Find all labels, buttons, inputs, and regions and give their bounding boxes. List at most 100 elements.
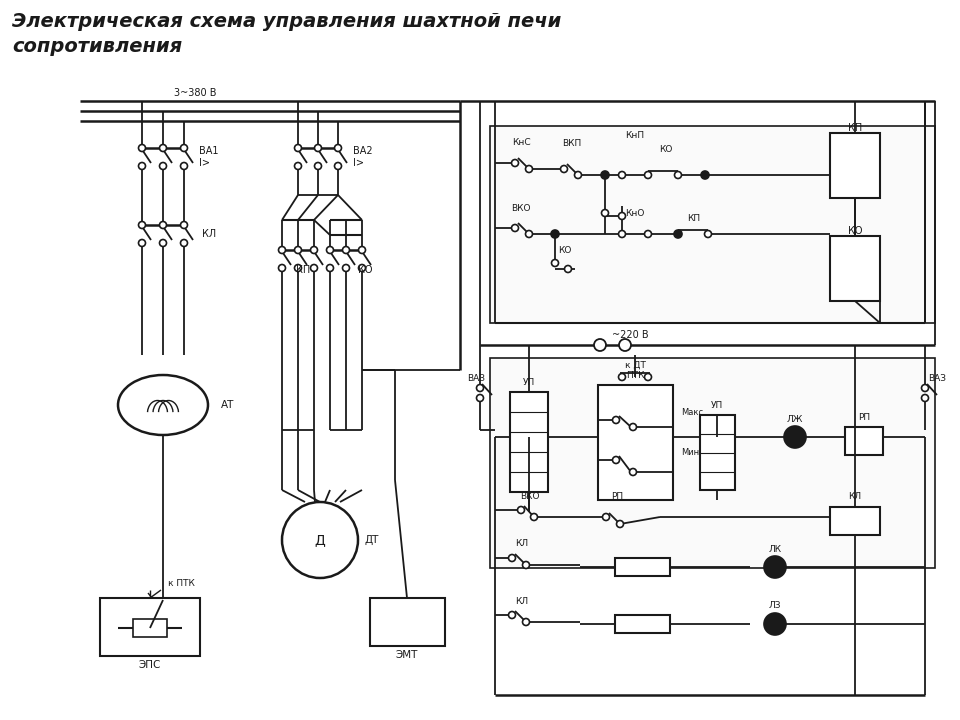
Circle shape	[180, 145, 187, 151]
Circle shape	[618, 171, 626, 179]
Text: КЛ: КЛ	[516, 539, 529, 549]
Text: УП: УП	[523, 377, 535, 387]
Text: Мин: Мин	[681, 448, 699, 456]
Circle shape	[282, 502, 358, 578]
Bar	[510, 392, 548, 492]
Circle shape	[334, 163, 342, 169]
Text: ДТ: ДТ	[364, 535, 378, 545]
Text: КЛ: КЛ	[516, 596, 529, 606]
Circle shape	[551, 259, 559, 266]
Text: КнО: КнО	[625, 209, 645, 217]
Text: КнС: КнС	[512, 138, 530, 146]
Text: ВАЗ: ВАЗ	[467, 374, 485, 382]
Circle shape	[295, 145, 301, 151]
Circle shape	[531, 513, 538, 521]
Text: Электрическая схема управления шахтной печи
сопротивления: Электрическая схема управления шахтной п…	[12, 12, 562, 56]
Circle shape	[705, 230, 711, 238]
Text: РП: РП	[611, 492, 623, 500]
Circle shape	[509, 554, 516, 562]
Text: Макс: Макс	[681, 408, 703, 416]
Bar	[845, 427, 883, 455]
Text: ВКО: ВКО	[520, 492, 540, 500]
Text: ПТК: ПТК	[626, 371, 644, 379]
Text: УП: УП	[710, 400, 723, 410]
Circle shape	[295, 163, 301, 169]
Circle shape	[522, 562, 530, 569]
Bar	[100, 598, 200, 656]
Text: ВКО: ВКО	[512, 204, 531, 212]
Circle shape	[180, 240, 187, 246]
Circle shape	[159, 163, 166, 169]
Text: КЛ: КЛ	[202, 229, 216, 239]
Circle shape	[616, 521, 623, 528]
Circle shape	[310, 264, 318, 271]
Circle shape	[326, 264, 333, 271]
Circle shape	[517, 506, 524, 513]
Circle shape	[644, 230, 652, 238]
Circle shape	[525, 230, 533, 238]
Circle shape	[630, 469, 636, 475]
Bar	[490, 126, 935, 323]
Text: КО: КО	[559, 246, 572, 254]
Circle shape	[525, 166, 533, 173]
Circle shape	[564, 266, 571, 272]
Circle shape	[618, 212, 626, 220]
Circle shape	[764, 556, 786, 578]
Text: ЛК: ЛК	[768, 544, 781, 554]
Text: ЭМТ: ЭМТ	[396, 650, 419, 660]
Circle shape	[922, 395, 928, 402]
Circle shape	[315, 163, 322, 169]
Text: ЭПС: ЭПС	[139, 660, 161, 670]
Bar	[830, 507, 880, 535]
Text: ЛЖ: ЛЖ	[787, 415, 804, 423]
Text: КЛ: КЛ	[849, 492, 861, 500]
Circle shape	[509, 611, 516, 618]
Bar	[830, 133, 880, 198]
Bar	[490, 358, 935, 568]
Text: к ДТ: к ДТ	[625, 361, 645, 369]
Circle shape	[674, 230, 682, 238]
Circle shape	[675, 171, 682, 179]
Text: ВА2
I>: ВА2 I>	[353, 146, 372, 168]
Circle shape	[159, 222, 166, 228]
Bar	[133, 619, 167, 637]
Circle shape	[326, 246, 333, 253]
Text: к ПТК: к ПТК	[168, 578, 195, 588]
Circle shape	[334, 145, 342, 151]
Circle shape	[295, 264, 301, 271]
Circle shape	[315, 145, 322, 151]
Circle shape	[574, 171, 582, 179]
Circle shape	[159, 145, 166, 151]
Circle shape	[601, 171, 609, 179]
Text: КП: КП	[687, 214, 701, 222]
Circle shape	[594, 339, 606, 351]
Text: ВКП: ВКП	[563, 138, 582, 148]
Text: РП: РП	[858, 413, 870, 421]
Circle shape	[476, 395, 484, 402]
Circle shape	[512, 160, 518, 166]
Circle shape	[278, 264, 285, 271]
Text: КО: КО	[848, 226, 862, 236]
Circle shape	[612, 456, 619, 464]
Circle shape	[602, 210, 609, 217]
Circle shape	[343, 264, 349, 271]
Bar	[615, 615, 670, 633]
Text: КнП: КнП	[625, 130, 644, 140]
Text: ВАЗ: ВАЗ	[928, 374, 946, 382]
Text: 3~380 В: 3~380 В	[174, 88, 216, 98]
Circle shape	[644, 171, 652, 179]
Text: ВА1
I>: ВА1 I>	[199, 146, 219, 168]
Circle shape	[159, 240, 166, 246]
Circle shape	[180, 163, 187, 169]
Text: Д: Д	[315, 533, 325, 547]
Circle shape	[701, 171, 709, 179]
Text: ЛЗ: ЛЗ	[769, 601, 781, 611]
Text: КП: КП	[848, 123, 862, 133]
Circle shape	[343, 246, 349, 253]
Text: КП: КП	[296, 265, 310, 275]
Circle shape	[295, 246, 301, 253]
Bar	[830, 236, 880, 301]
Circle shape	[618, 374, 626, 380]
Circle shape	[644, 374, 652, 380]
Circle shape	[476, 384, 484, 392]
